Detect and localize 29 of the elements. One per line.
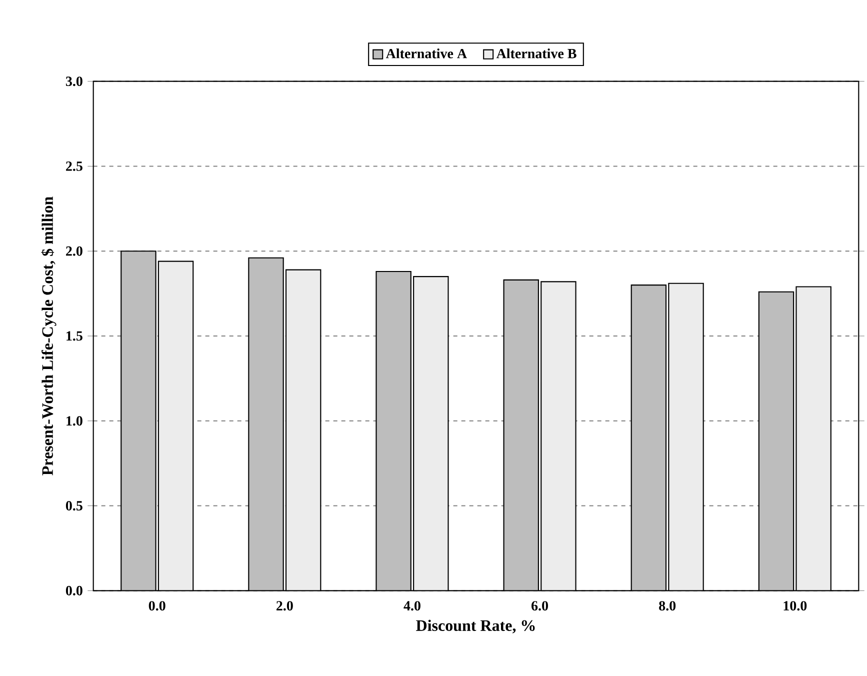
bar	[158, 260, 194, 591]
bar	[413, 276, 449, 591]
bar	[668, 282, 704, 591]
y-tick-label: 0.0	[66, 586, 82, 596]
bar	[540, 281, 576, 591]
bar	[758, 291, 794, 591]
bar	[120, 250, 156, 591]
y-tick-label: 0.5	[66, 501, 82, 511]
x-tick-label: 0.0	[148, 601, 166, 611]
bar	[796, 286, 832, 591]
legend-label: Alternative B	[496, 48, 576, 58]
y-tick-label: 3.0	[66, 76, 82, 86]
x-tick-label: 10.0	[784, 601, 807, 611]
y-tick-label: 1.0	[66, 416, 82, 426]
y-tick-label: 2.0	[66, 246, 82, 256]
y-tick-label: 1.5	[66, 331, 82, 341]
x-tick-label: 2.0	[276, 601, 293, 611]
bar	[376, 270, 412, 591]
bar	[285, 269, 322, 591]
y-tick-label: 2.5	[66, 161, 82, 171]
x-tick-label: 6.0	[532, 601, 548, 611]
x-tick-label: 4.0	[404, 601, 420, 611]
bar	[503, 279, 539, 591]
x-tick-label: 8.0	[659, 601, 676, 611]
bar	[248, 257, 284, 591]
legend-label: Alternative A	[386, 48, 467, 58]
y-axis-title: Present-Worth Life-Cycle Cost, $ million	[41, 196, 56, 476]
x-axis-title: Discount Rate, %	[416, 620, 535, 634]
bar	[630, 284, 667, 591]
